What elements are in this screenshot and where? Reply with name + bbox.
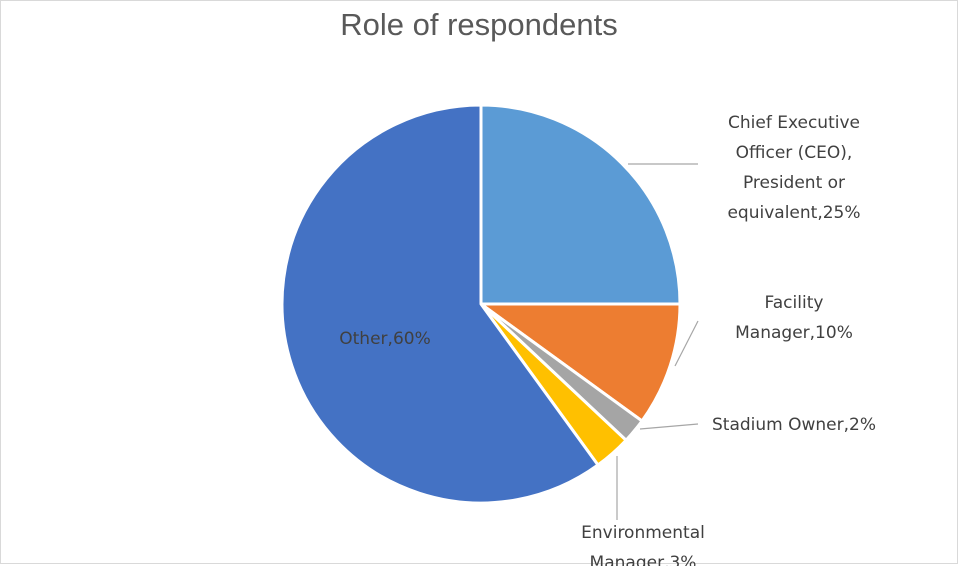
data-label-line: Chief Executive xyxy=(728,113,860,133)
pie-slice xyxy=(280,103,600,505)
data-label: Facility Manager,10% xyxy=(735,293,853,343)
leader-line xyxy=(674,320,699,367)
data-label: Stadium Owner,2% xyxy=(712,415,876,435)
data-label-line: Other,60% xyxy=(339,329,430,349)
data-label: Environmental Manager,3% xyxy=(581,523,705,566)
pie-slice xyxy=(479,103,682,306)
data-label-line: Manager,3% xyxy=(590,553,697,566)
data-label-line: equivalent,25% xyxy=(727,203,860,223)
data-label-line: Officer (CEO), xyxy=(736,143,853,163)
data-label: Other,60% xyxy=(339,329,430,349)
data-label-line: Environmental xyxy=(581,523,705,543)
data-label-line: Facility xyxy=(765,293,824,313)
pie-slice xyxy=(479,302,682,423)
data-label-line: Stadium Owner,2% xyxy=(712,415,876,435)
data-label: Chief Executive Officer (CEO), President o… xyxy=(727,113,860,223)
leader-line xyxy=(639,423,699,430)
data-label-line: Manager,10% xyxy=(735,323,853,343)
data-label-line: President or xyxy=(743,173,845,193)
chart-title: Role of respondents xyxy=(340,7,618,42)
